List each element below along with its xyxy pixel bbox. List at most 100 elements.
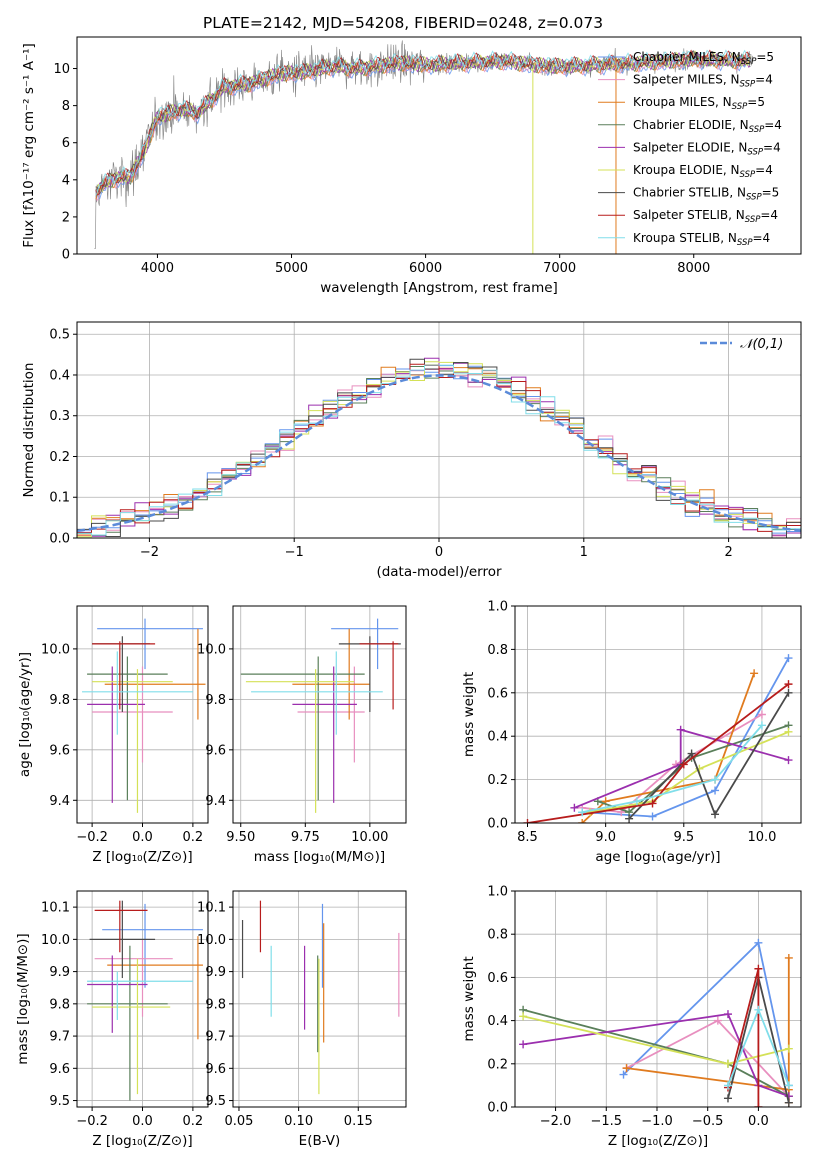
mass-weight-marker [723,1059,732,1068]
mass-weight-marker [622,1064,631,1073]
errorbar-point [87,971,193,1020]
errorbar-point [251,651,383,735]
y-tick-label: 9.8 [49,997,70,1012]
y-tick-label: 0.0 [487,1101,508,1116]
plot-area [241,900,400,1095]
x-tick-label: 9.75 [291,830,320,845]
y-tick-label: 0.4 [487,730,508,745]
legend-entry: Chabrier ELODIE, NSSP=4 [633,118,782,135]
errorbar-point [89,900,156,979]
residual-histogram [77,364,801,536]
residual-histogram [77,363,801,534]
y-tick-label: 0.8 [487,643,508,658]
model-spectrum-series [95,49,751,196]
legend-entry: Chabrier STELIB, NSSP=5 [633,186,779,203]
mass-weight-marker [784,1044,793,1053]
y-tick-label: 9.8 [205,997,226,1012]
legend-entry: Salpeter MILES, NSSP=4 [633,73,773,90]
mass-weight-marker [648,799,657,808]
legend-entry: 𝒩(0,1) [740,337,783,352]
x-tick-label: 0.0 [748,1114,769,1129]
errorbar-point [359,641,399,710]
mass-weight-marker [754,1005,763,1014]
mass-weight-series [582,657,790,818]
y-tick-label: 9.9 [49,965,70,980]
errorbar-point [87,656,168,801]
mass-weight-marker [750,669,759,678]
errorbar-point [107,936,203,1040]
mass-weight-marker [723,1010,732,1019]
errorbar-point [297,666,365,763]
y-tick-label: 9.9 [205,965,226,980]
mass-weight-marker [632,797,641,806]
legend-entry: Salpeter ELODIE, NSSP=4 [633,140,781,157]
y-tick-label: 0.4 [49,368,70,383]
y-tick-label: 9.6 [49,1062,70,1077]
y-axis-label: mass [log₁₀(M/M⊙)] [15,933,31,1064]
mass-weight-marker [523,819,532,823]
mass-weight-series [581,672,755,823]
errorbar-point [94,900,148,953]
mass-weight-marker [713,1016,722,1025]
errorbar-point [92,958,171,1095]
mass-weight-series [626,958,790,1103]
y-tick-label: 10.0 [197,933,226,948]
y-tick-label: 9.7 [49,1030,70,1045]
x-tick-label: 9.0 [595,830,616,845]
x-tick-label: 0.0 [132,1114,153,1129]
y-tick-label: 10.0 [197,642,226,657]
plot-area [82,618,206,813]
y-tick-label: 9.5 [49,1094,70,1109]
legend-entry: Kroupa MILES, NSSP=5 [633,95,765,112]
x-tick-label: −0.2 [76,1114,108,1129]
mass-weight-marker [570,803,579,812]
x-axis-label: Z [log₁₀(Z/Z⊙)] [92,849,192,865]
x-tick-label: 1 [580,545,588,560]
mass-weight-series [527,683,790,823]
x-axis-label: wavelength [Angstrom, rest frame] [320,280,558,296]
y-tick-label: 0.4 [487,1014,508,1029]
x-tick-label: −1.5 [590,1114,622,1129]
x-tick-label: 0.2 [183,830,204,845]
mass-weight-marker [784,1098,793,1107]
x-tick-label: 0.10 [284,1114,313,1129]
x-tick-label: −1 [285,545,304,560]
panel-massweight_vs_age: 8.5 9.0 9.5 10.0 0.0 0.2 0.4 0.6 0.8 1.0 age [log₁… [461,600,802,865]
mass-weight-marker [711,786,720,795]
plot-area [240,618,401,813]
y-tick-label: 0.3 [49,409,70,424]
y-tick-label: 6 [62,136,70,151]
residual-histogram [77,361,801,538]
x-tick-label: 6000 [409,261,442,276]
y-axis-label: mass weight [461,672,477,757]
plot-area [77,357,801,538]
normal-curve [77,374,801,533]
panel-mass_vs_ebv: 0.05 0.10 0.15 9.5 9.6 9.7 9.8 9.9 10.0 10.1 E(B-V… [197,890,407,1149]
errorbar-point [102,903,203,988]
x-tick-label: 10.00 [351,830,388,845]
y-tick-label: 0.0 [49,532,70,547]
x-tick-label: 7000 [543,261,576,276]
mass-weight-marker [648,812,657,821]
mass-weight-series [589,731,789,813]
x-tick-label: 9.5 [673,830,694,845]
legend-entry: Kroupa STELIB, NSSP=4 [633,231,770,248]
errorbar-point [87,666,146,803]
y-tick-label: 0.2 [487,1057,508,1072]
model-spectrum-series [95,49,751,196]
panel-spectrum: PLATE=2142, MJD=54208, FIBERID=0248, z=0… [21,14,802,296]
mass-weight-marker [676,725,685,734]
y-tick-label: 0.1 [49,491,70,506]
x-tick-label: −2.0 [540,1114,572,1129]
mass-weight-series [522,1015,790,1065]
y-tick-label: 10.0 [41,933,70,948]
x-tick-label: 0.15 [344,1114,373,1129]
y-tick-label: 0.2 [487,773,508,788]
mass-weight-marker [687,749,696,758]
y-tick-label: 8 [62,99,70,114]
errorbar-point [240,656,365,801]
observed-spectrum [94,40,753,249]
x-axis-label: E(B-V) [299,1133,341,1149]
y-tick-label: 0.6 [487,971,508,986]
